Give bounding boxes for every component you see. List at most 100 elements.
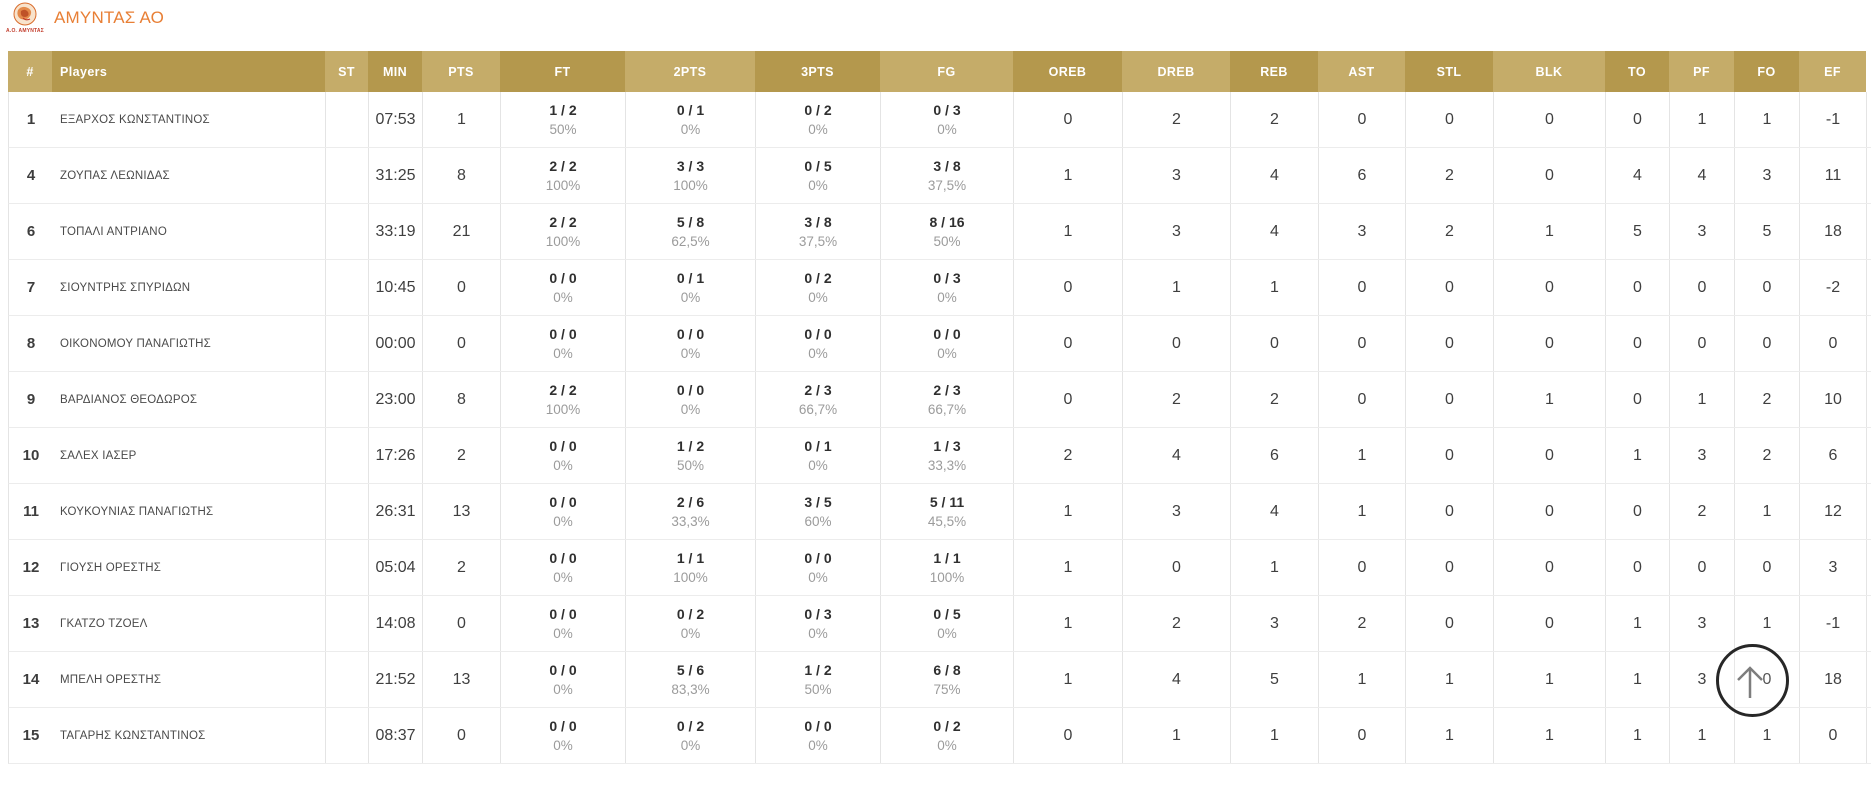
cell-total-rebounds: 4 bbox=[1231, 148, 1319, 203]
three-points-made: 0 / 0 bbox=[804, 718, 832, 734]
cell-personal-fouls: 1 bbox=[1670, 708, 1735, 763]
cell-turnovers: 0 bbox=[1606, 92, 1670, 147]
free-throws-percentage: 0% bbox=[553, 290, 573, 305]
cell-points: 0 bbox=[423, 316, 501, 371]
cell-field-goals: 2 / 3 66,7% bbox=[881, 372, 1014, 427]
three-points-made: 2 / 3 bbox=[804, 382, 832, 398]
header-cell-fouls-on: FO bbox=[1734, 51, 1799, 92]
up-arrow-icon bbox=[1736, 665, 1763, 698]
cell-defensive-rebounds: 1 bbox=[1123, 260, 1231, 315]
cell-defensive-rebounds: 3 bbox=[1123, 204, 1231, 259]
cell-minutes: 17:26 bbox=[369, 428, 423, 483]
cell-personal-fouls: 3 bbox=[1670, 428, 1735, 483]
cell-player-number: 13 bbox=[22, 615, 40, 632]
three-points-percentage: 0% bbox=[808, 346, 828, 361]
cell-turnovers: 1 bbox=[1606, 596, 1670, 651]
cell-assists: 2 bbox=[1319, 596, 1406, 651]
two-points-made: 1 / 1 bbox=[676, 550, 705, 566]
cell-offensive-rebounds: 2 bbox=[1014, 428, 1123, 483]
cell-efficiency: 6 bbox=[1800, 428, 1867, 483]
cell-starter bbox=[326, 204, 369, 259]
cell-minutes: 33:19 bbox=[369, 204, 423, 259]
cell-player-name: ΓΚΑΤΖΟ ΤΖΟΕΛ bbox=[53, 596, 326, 651]
cell-player-name: ΖΟΥΠΑΣ ΛΕΩΝΙΔΑΣ bbox=[53, 148, 326, 203]
two-points-percentage: 50% bbox=[676, 458, 705, 473]
cell-three-points: 0 / 0 0% bbox=[756, 708, 881, 763]
field-goals-made: 8 / 16 bbox=[929, 214, 965, 230]
cell-player-number: 8 bbox=[26, 335, 36, 352]
cell-efficiency: 0 bbox=[1800, 708, 1867, 763]
team-crest-icon bbox=[13, 2, 37, 26]
cell-three-points: 3 / 5 60% bbox=[756, 484, 881, 539]
cell-player-number: 14 bbox=[22, 671, 40, 688]
two-points-made: 5 / 8 bbox=[676, 214, 705, 230]
field-goals-made: 1 / 1 bbox=[933, 550, 961, 566]
cell-blocks: 1 bbox=[1494, 708, 1606, 763]
cell-two-points: 0 / 1 0% bbox=[626, 260, 756, 315]
free-throws-percentage: 0% bbox=[553, 626, 573, 641]
three-points-percentage: 0% bbox=[808, 570, 828, 585]
cell-offensive-rebounds: 0 bbox=[1014, 316, 1123, 371]
cell-player-name: ΣΑΛΕΧ ΙΑΣΕΡ bbox=[53, 428, 326, 483]
cell-defensive-rebounds: 1 bbox=[1123, 708, 1231, 763]
cell-turnovers: 0 bbox=[1606, 372, 1670, 427]
field-goals-made: 0 / 2 bbox=[933, 718, 961, 734]
cell-defensive-rebounds: 2 bbox=[1123, 372, 1231, 427]
cell-assists: 0 bbox=[1319, 92, 1406, 147]
free-throws-percentage: 0% bbox=[553, 682, 573, 697]
cell-starter bbox=[326, 652, 369, 707]
cell-field-goals: 8 / 16 50% bbox=[881, 204, 1014, 259]
cell-turnovers: 0 bbox=[1606, 260, 1670, 315]
two-points-percentage: 83,3% bbox=[671, 682, 710, 697]
cell-offensive-rebounds: 0 bbox=[1014, 260, 1123, 315]
cell-minutes: 21:52 bbox=[369, 652, 423, 707]
field-goals-made: 0 / 5 bbox=[933, 606, 961, 622]
cell-blocks: 0 bbox=[1494, 316, 1606, 371]
three-points-made: 0 / 5 bbox=[804, 158, 832, 174]
free-throws-made: 2 / 2 bbox=[549, 214, 577, 230]
cell-starter bbox=[326, 540, 369, 595]
field-goals-percentage: 0% bbox=[937, 290, 957, 305]
cell-starter bbox=[326, 484, 369, 539]
cell-points: 0 bbox=[423, 596, 501, 651]
field-goals-made: 2 / 3 bbox=[933, 382, 961, 398]
cell-two-points: 5 / 8 62,5% bbox=[626, 204, 756, 259]
three-points-made: 3 / 5 bbox=[804, 494, 832, 510]
free-throws-made: 2 / 2 bbox=[549, 382, 577, 398]
field-goals-made: 0 / 3 bbox=[933, 270, 961, 286]
three-points-percentage: 50% bbox=[804, 682, 832, 697]
free-throws-made: 0 / 0 bbox=[549, 270, 577, 286]
cell-defensive-rebounds: 2 bbox=[1123, 596, 1231, 651]
cell-minutes: 00:00 bbox=[369, 316, 423, 371]
cell-assists: 0 bbox=[1319, 316, 1406, 371]
three-points-percentage: 0% bbox=[808, 122, 828, 137]
scroll-to-top-button[interactable] bbox=[1716, 644, 1789, 717]
header-cell-minutes: MIN bbox=[368, 51, 422, 92]
three-points-percentage: 0% bbox=[808, 738, 828, 753]
header-cell-offensive-rebounds: OREB bbox=[1013, 51, 1122, 92]
cell-free-throws: 0 / 0 0% bbox=[501, 428, 626, 483]
field-goals-made: 0 / 3 bbox=[933, 102, 961, 118]
free-throws-percentage: 0% bbox=[553, 346, 573, 361]
cell-three-points: 0 / 0 0% bbox=[756, 316, 881, 371]
cell-player-number: 4 bbox=[26, 167, 36, 184]
two-points-percentage: 100% bbox=[673, 570, 708, 585]
cell-player-number: 7 bbox=[26, 279, 36, 296]
cell-offensive-rebounds: 0 bbox=[1014, 372, 1123, 427]
cell-minutes: 05:04 bbox=[369, 540, 423, 595]
cell-blocks: 1 bbox=[1494, 372, 1606, 427]
header-cell-points: PTS bbox=[422, 51, 500, 92]
cell-steals: 0 bbox=[1406, 260, 1494, 315]
header-cell-player-name: Players bbox=[52, 51, 325, 92]
two-points-made: 0 / 2 bbox=[676, 718, 705, 734]
three-points-percentage: 0% bbox=[808, 626, 828, 641]
cell-fouls-on: 0 bbox=[1735, 540, 1800, 595]
cell-defensive-rebounds: 0 bbox=[1123, 540, 1231, 595]
two-points-percentage: 100% bbox=[673, 178, 708, 193]
three-points-percentage: 66,7% bbox=[798, 402, 838, 417]
cell-field-goals: 0 / 0 0% bbox=[881, 316, 1014, 371]
cell-blocks: 0 bbox=[1494, 148, 1606, 203]
cell-offensive-rebounds: 1 bbox=[1014, 596, 1123, 651]
cell-defensive-rebounds: 0 bbox=[1123, 316, 1231, 371]
